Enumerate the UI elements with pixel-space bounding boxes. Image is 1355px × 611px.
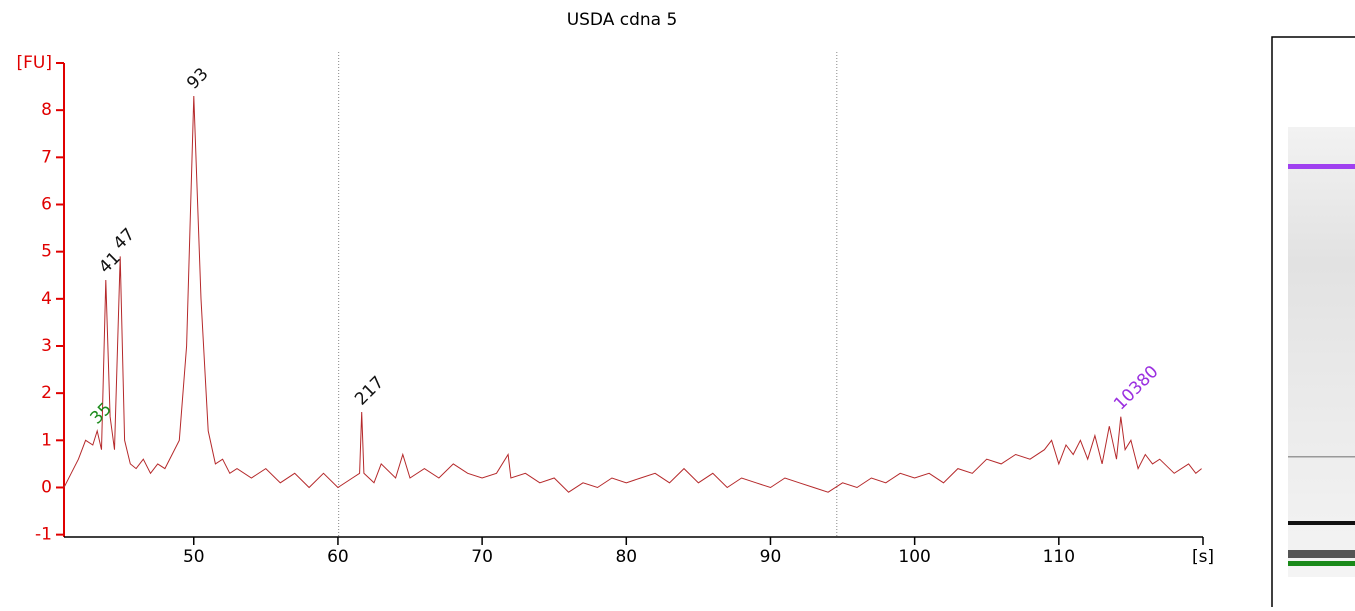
y-tick-label: 8 xyxy=(41,100,52,120)
gel-band xyxy=(1288,550,1355,558)
gel-band xyxy=(1288,456,1355,458)
y-tick-label: 5 xyxy=(41,242,52,262)
x-tick-label: 60 xyxy=(327,547,349,567)
x-tick-label: [s] xyxy=(1192,547,1214,567)
y-tick-label: 6 xyxy=(41,194,52,214)
y-tick-label: 7 xyxy=(41,147,52,167)
y-tick-label: [FU] xyxy=(17,53,53,73)
gel-band xyxy=(1288,164,1355,169)
gel-lane xyxy=(1271,36,1355,611)
x-tick-label: 100 xyxy=(898,547,930,567)
gel-band xyxy=(1288,521,1355,525)
trace xyxy=(63,95,1202,493)
y-tick-label: 2 xyxy=(41,383,52,403)
y-tick-label: 0 xyxy=(41,477,52,497)
x-tick-label: 80 xyxy=(615,547,637,567)
peak-label: 10380 xyxy=(1110,362,1162,414)
peak-label: 217 xyxy=(351,372,388,409)
peak-label: 93 xyxy=(183,64,212,93)
y-tick-label: 1 xyxy=(41,430,52,450)
x-tick-label: 90 xyxy=(760,547,782,567)
chart-title: USDA cdna 5 xyxy=(567,10,678,30)
gel-background xyxy=(1288,127,1355,577)
y-tick-label: -1 xyxy=(35,525,52,545)
gel-band xyxy=(1288,561,1355,566)
x-tick-label: 110 xyxy=(1043,547,1075,567)
y-tick-label: 3 xyxy=(41,336,52,356)
peak-label: 47 xyxy=(110,224,139,253)
y-tick-label: 4 xyxy=(41,289,52,309)
peak-label: 35 xyxy=(87,399,116,428)
x-tick-label: 50 xyxy=(183,547,205,567)
x-tick-label: 70 xyxy=(471,547,493,567)
